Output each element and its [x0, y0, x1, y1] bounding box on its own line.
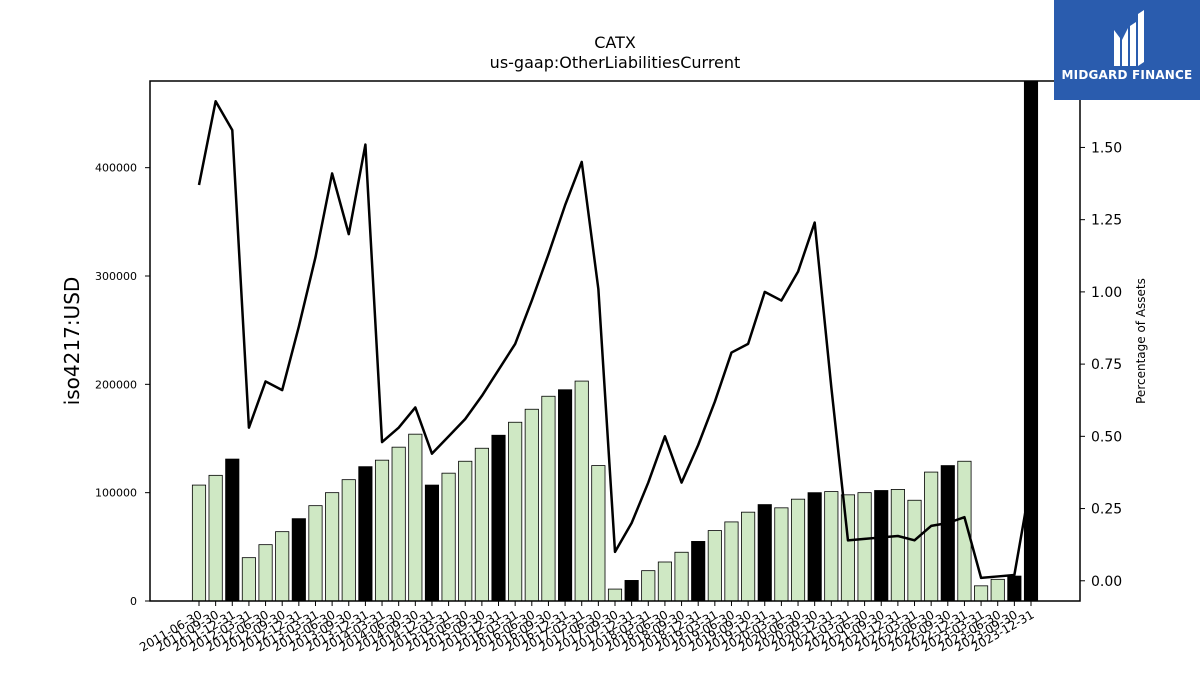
bar-2018-03-31	[641, 570, 656, 602]
line-series	[197, 99, 1033, 580]
y-tick-label: 100000	[95, 487, 137, 500]
bar-2020-09-30	[807, 492, 822, 602]
bar-2021-06-30	[857, 492, 872, 602]
bar-2011-12-31	[225, 458, 240, 602]
y-axis-label-right: Percentage of Assets	[1134, 278, 1148, 404]
right-tick-label: 1.25	[1091, 213, 1122, 229]
bar-2020-03-31	[774, 507, 789, 602]
right-tick-label: 0.50	[1091, 429, 1122, 445]
bar-2023-03-31	[974, 585, 989, 602]
y-tick-label: 400000	[95, 162, 137, 175]
bar-2023-06-30	[990, 578, 1005, 602]
y-axis-label-left: iso4217:USD	[60, 277, 84, 406]
bar-2013-12-31	[358, 466, 373, 602]
bar-2019-03-31	[707, 530, 722, 602]
bar-2018-06-30	[657, 561, 672, 602]
right-tick-label: 0.75	[1091, 357, 1122, 373]
bar-2016-09-30	[541, 395, 556, 602]
chart-subtitle: us-gaap:OtherLiabilitiesCurrent	[490, 53, 741, 72]
bar-2018-09-30	[674, 551, 689, 602]
right-tick-label: 1.50	[1091, 140, 1122, 156]
bar-2023-12-31	[1023, 80, 1039, 602]
bar-2012-12-31	[291, 518, 306, 602]
bar-2015-12-31	[491, 434, 506, 602]
bar-2015-09-30	[474, 447, 489, 602]
bar-2022-03-31	[907, 499, 922, 602]
bar-2016-12-31	[558, 389, 573, 602]
bar-2018-12-31	[691, 541, 706, 602]
bar-2012-03-31	[241, 557, 256, 602]
logo-mark-icon	[1114, 10, 1144, 66]
bar-2016-03-31	[508, 421, 523, 602]
bar-series	[191, 80, 1039, 602]
bar-2021-09-30	[874, 490, 889, 602]
bar-2023-09-30	[1007, 575, 1022, 602]
right-axis-ticks: 0.00 0.25 0.50 0.75 1.00 1.25 1.50	[1080, 140, 1122, 590]
logo-text: MIDGARD FINANCE	[1061, 68, 1193, 82]
bar-2017-06-30	[591, 465, 606, 602]
y-tick-label: 300000	[95, 270, 137, 283]
bar-2017-09-30	[607, 588, 623, 602]
right-tick-label: 1.00	[1091, 285, 1122, 301]
bar-2013-09-30	[341, 479, 356, 602]
right-tick-label: 0.25	[1091, 502, 1122, 518]
bar-2017-03-31	[574, 380, 589, 602]
x-axis-ticks: 2011-06-302011-09-302011-12-312012-03-31…	[137, 601, 1037, 654]
bar-2022-09-30	[940, 465, 955, 602]
bar-2011-06-30	[191, 484, 207, 602]
bar-2013-06-30	[325, 492, 340, 602]
bar-2021-03-31	[840, 494, 856, 602]
percentage-of-assets-line	[197, 99, 1033, 580]
bar-2019-12-31	[757, 504, 772, 602]
bar-2013-03-31	[308, 505, 323, 602]
bar-2022-06-30	[924, 471, 939, 602]
bar-2021-12-31	[890, 489, 905, 602]
y-tick-label: 200000	[95, 378, 137, 391]
bar-2012-09-30	[275, 531, 290, 602]
bar-2014-06-30	[391, 446, 406, 602]
bar-2011-09-30	[208, 474, 223, 602]
bar-2020-06-30	[790, 498, 806, 602]
bar-2014-09-30	[408, 433, 423, 602]
midgard-finance-logo: MIDGARD FINANCE	[1054, 0, 1200, 100]
bar-2016-06-30	[524, 408, 539, 602]
bar-2019-09-30	[741, 511, 756, 602]
bar-2019-06-30	[724, 521, 739, 602]
chart-title: CATX	[594, 33, 636, 52]
left-axis-ticks: 0 100000 200000 300000 400000	[95, 162, 150, 608]
bar-2017-12-31	[624, 580, 639, 602]
right-tick-label: 0.00	[1091, 574, 1122, 590]
y-tick-label: 0	[130, 595, 137, 608]
bar-2015-03-31	[441, 472, 456, 602]
bar-2014-03-31	[374, 459, 390, 602]
bar-2012-06-30	[258, 544, 273, 602]
bar-2015-06-30	[458, 460, 473, 602]
bar-2014-12-31	[424, 484, 440, 602]
bar-2020-12-31	[824, 491, 839, 602]
